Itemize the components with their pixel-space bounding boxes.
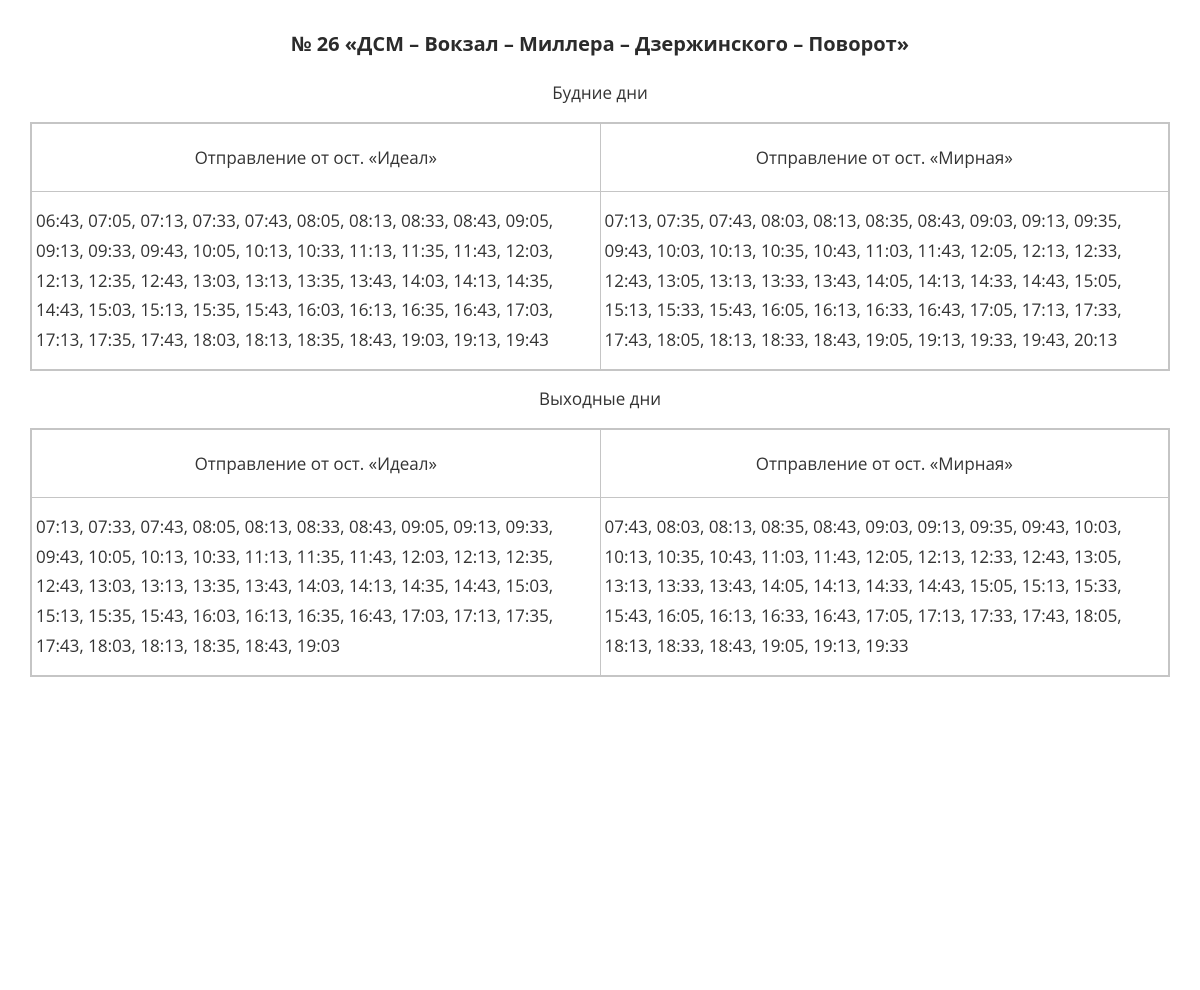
- times-cell-ideal-weekdays: 06:43, 07:05, 07:13, 07:33, 07:43, 08:05…: [31, 192, 600, 370]
- route-title: № 26 «ДСМ – Вокзал – Миллера – Дзержинск…: [30, 30, 1170, 57]
- times-cell-mirnaya-weekends: 07:43, 08:03, 08:13, 08:35, 08:43, 09:03…: [600, 497, 1169, 675]
- schedule-table-weekends: Отправление от ост. «Идеал» Отправление …: [30, 428, 1170, 677]
- column-header-mirnaya-weekends: Отправление от ост. «Мирная»: [600, 429, 1169, 498]
- section-weekdays-label: Будние дни: [30, 81, 1170, 104]
- schedule-table-weekdays: Отправление от ост. «Идеал» Отправление …: [30, 122, 1170, 371]
- section-weekends-label: Выходные дни: [30, 387, 1170, 410]
- column-header-ideal-weekdays: Отправление от ост. «Идеал»: [31, 123, 600, 192]
- column-header-ideal-weekends: Отправление от ост. «Идеал»: [31, 429, 600, 498]
- times-cell-mirnaya-weekdays: 07:13, 07:35, 07:43, 08:03, 08:13, 08:35…: [600, 192, 1169, 370]
- times-cell-ideal-weekends: 07:13, 07:33, 07:43, 08:05, 08:13, 08:33…: [31, 497, 600, 675]
- column-header-mirnaya-weekdays: Отправление от ост. «Мирная»: [600, 123, 1169, 192]
